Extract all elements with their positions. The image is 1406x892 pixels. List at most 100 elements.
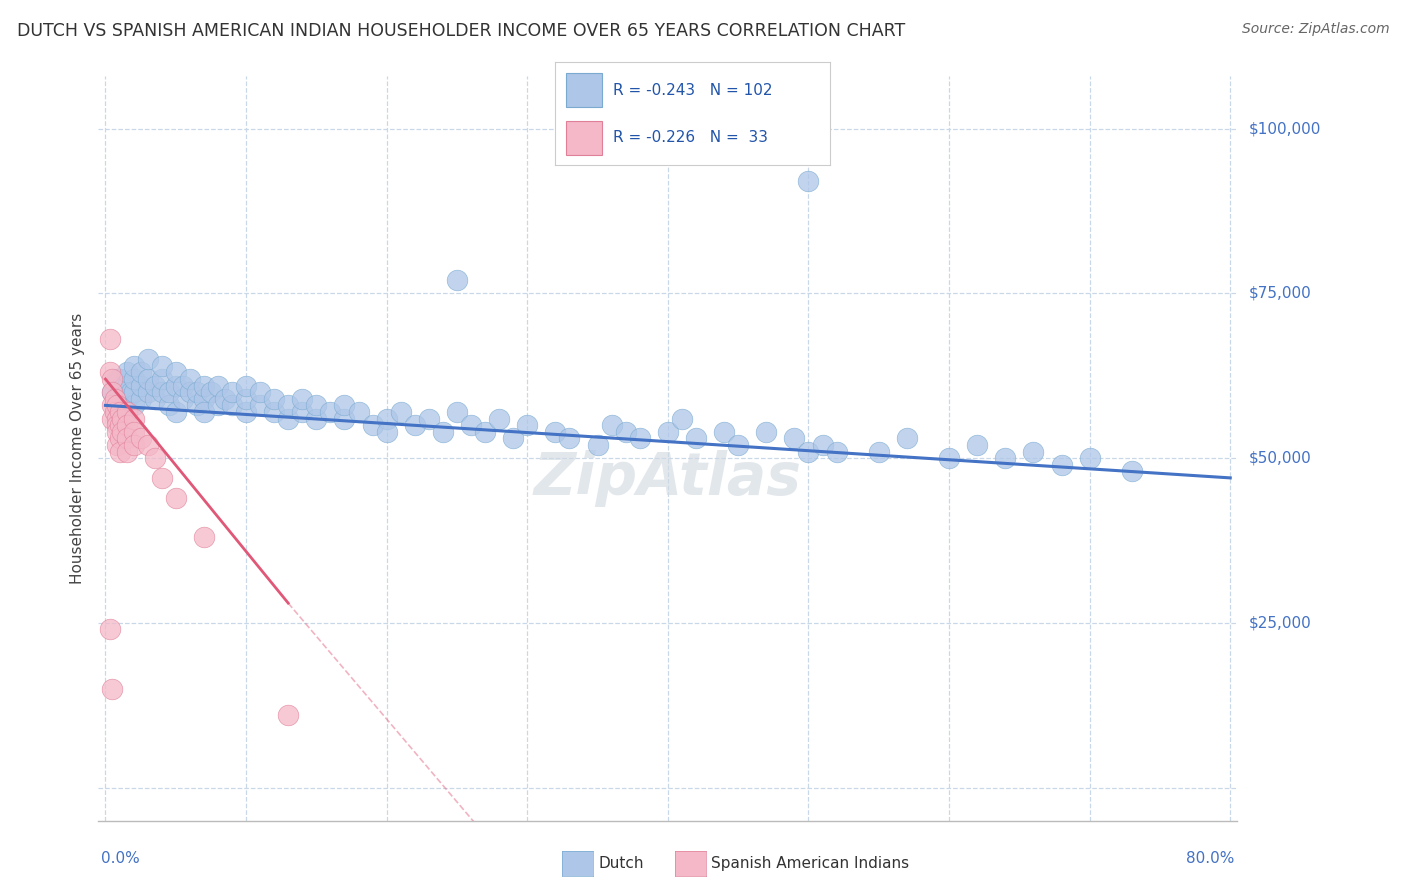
Bar: [567, 121, 602, 155]
Point: [389, 405, 412, 419]
Point: [193, 392, 215, 406]
Point: [104, 392, 127, 406]
Point: [179, 385, 201, 400]
Point: [263, 392, 285, 406]
Point: [108, 431, 131, 445]
Point: [179, 372, 201, 386]
Point: [111, 378, 134, 392]
Point: [129, 392, 152, 406]
Point: [207, 398, 229, 412]
Point: [122, 372, 145, 386]
Point: [685, 431, 707, 445]
Point: [165, 491, 187, 505]
Point: [727, 438, 749, 452]
Text: $100,000: $100,000: [1249, 121, 1320, 136]
Point: [193, 405, 215, 419]
Point: [115, 405, 138, 419]
Text: Dutch: Dutch: [599, 856, 644, 871]
Point: [136, 352, 159, 367]
Point: [115, 392, 138, 406]
Point: [333, 411, 356, 425]
Point: [129, 366, 152, 380]
Point: [404, 418, 426, 433]
Point: [657, 425, 679, 439]
Point: [98, 333, 121, 347]
Point: [347, 405, 370, 419]
Point: [249, 385, 271, 400]
Point: [966, 438, 988, 452]
Text: ZipAtlas: ZipAtlas: [534, 450, 801, 507]
Point: [165, 378, 187, 392]
Point: [129, 378, 152, 392]
Point: [98, 366, 121, 380]
Point: [172, 392, 194, 406]
Point: [186, 398, 208, 412]
Point: [446, 405, 468, 419]
Point: [122, 398, 145, 412]
Point: [111, 411, 134, 425]
Point: [122, 385, 145, 400]
Text: R = -0.226   N =  33: R = -0.226 N = 33: [613, 130, 768, 145]
Point: [375, 411, 398, 425]
Point: [1078, 451, 1101, 466]
Point: [129, 431, 152, 445]
Point: [502, 431, 524, 445]
Point: [474, 425, 496, 439]
Point: [136, 385, 159, 400]
Point: [115, 366, 138, 380]
Point: [488, 411, 510, 425]
Point: [221, 385, 243, 400]
Point: [671, 411, 693, 425]
Point: [98, 623, 121, 637]
Point: [221, 398, 243, 412]
Point: [150, 471, 173, 485]
Point: [207, 378, 229, 392]
Point: [143, 451, 166, 466]
Point: [811, 438, 834, 452]
Point: [143, 392, 166, 406]
Point: [797, 174, 820, 188]
Point: [150, 372, 173, 386]
Point: [200, 385, 222, 400]
Point: [136, 372, 159, 386]
Point: [101, 398, 124, 412]
Point: [516, 418, 538, 433]
Point: [263, 405, 285, 419]
Point: [101, 385, 124, 400]
Text: $25,000: $25,000: [1249, 615, 1312, 631]
Point: [120, 385, 142, 400]
Point: [938, 451, 960, 466]
Point: [375, 425, 398, 439]
Point: [214, 392, 236, 406]
Point: [460, 418, 482, 433]
Point: [105, 372, 128, 386]
Point: [122, 425, 145, 439]
Point: [150, 385, 173, 400]
Point: [1022, 444, 1045, 458]
Point: [558, 431, 581, 445]
Point: [544, 425, 567, 439]
Point: [101, 681, 124, 696]
Point: [136, 438, 159, 452]
Point: [115, 431, 138, 445]
Point: [291, 405, 314, 419]
Point: [108, 405, 131, 419]
Point: [333, 398, 356, 412]
Point: [115, 378, 138, 392]
Text: 80.0%: 80.0%: [1187, 851, 1234, 866]
Point: [111, 425, 134, 439]
Point: [172, 378, 194, 392]
Point: [122, 411, 145, 425]
Point: [108, 398, 131, 412]
Point: [713, 425, 735, 439]
Point: [277, 411, 299, 425]
Point: [628, 431, 651, 445]
Text: DUTCH VS SPANISH AMERICAN INDIAN HOUSEHOLDER INCOME OVER 65 YEARS CORRELATION CH: DUTCH VS SPANISH AMERICAN INDIAN HOUSEHO…: [17, 22, 905, 40]
Y-axis label: Householder Income Over 65 years: Householder Income Over 65 years: [69, 312, 84, 584]
Bar: [567, 73, 602, 106]
Point: [432, 425, 454, 439]
Point: [193, 378, 215, 392]
Text: 0.0%: 0.0%: [101, 851, 141, 866]
Point: [446, 273, 468, 287]
Point: [361, 418, 384, 433]
